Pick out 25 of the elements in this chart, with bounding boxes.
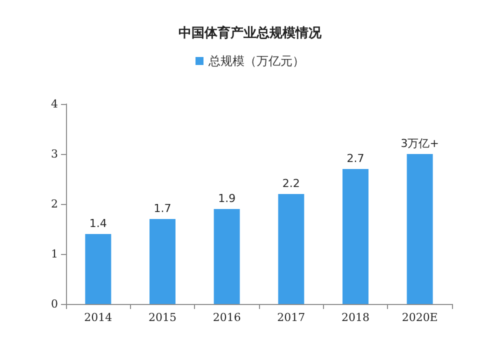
x-tick-label: 2014 — [84, 311, 112, 324]
text: 2.2 — [282, 177, 300, 190]
chart-title: 中国体育产业总规模情况 — [178, 25, 322, 41]
bar — [214, 209, 240, 304]
legend-label: 总规模（万亿元） — [208, 54, 304, 68]
bar — [150, 219, 176, 304]
bar — [406, 154, 433, 304]
y-tick-label: 2 — [51, 198, 58, 210]
x-tick-label: 2015 — [148, 311, 176, 324]
y-tick-label: 4 — [51, 98, 58, 110]
text: 3万亿+ — [400, 137, 439, 150]
text: 1.4 — [89, 217, 107, 230]
x-tick-label: 2018 — [342, 311, 370, 324]
bar — [278, 194, 304, 304]
text: 1.9 — [218, 192, 236, 205]
y-tick-label: 1 — [51, 248, 58, 260]
x-tick-label: 2020E — [402, 311, 438, 324]
x-tick-label: 2017 — [277, 311, 306, 324]
bar — [342, 169, 368, 304]
x-tick-label: 2016 — [212, 311, 241, 324]
y-tick-label: 0 — [51, 298, 58, 310]
y-tick-label: 3 — [51, 148, 58, 160]
bar — [85, 234, 112, 304]
text: 1.7 — [154, 202, 172, 215]
text: 2.7 — [346, 152, 364, 165]
